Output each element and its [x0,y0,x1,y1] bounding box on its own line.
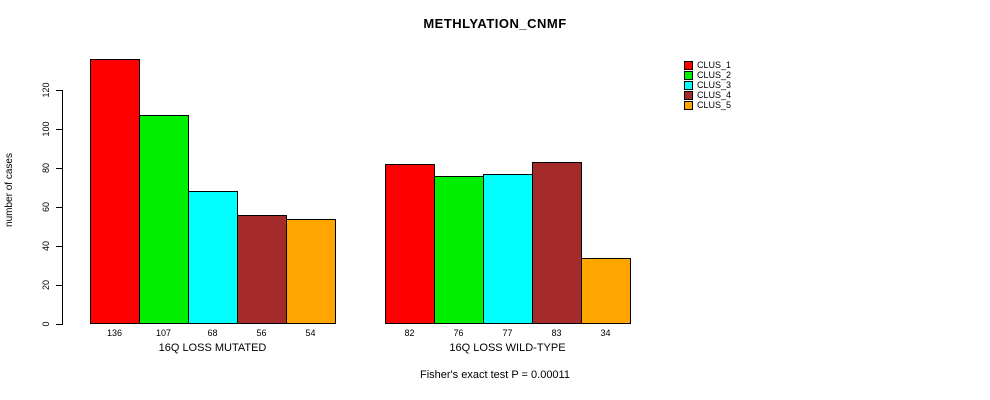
legend-item: CLUS_4 [684,90,731,100]
y-axis-tick-label: 0 [41,321,51,327]
chart-title: METHLYATION_CNMF [423,16,567,31]
bar-clus_3 [188,191,238,324]
y-axis-tick [56,129,63,130]
y-axis-tick [56,207,63,208]
bar-value-label: 68 [207,328,218,338]
legend-item-label: CLUS_1 [697,60,732,70]
y-axis-tick-label: 20 [41,280,51,291]
legend-swatch-icon [684,60,693,70]
legend-item: CLUS_2 [684,70,731,80]
y-axis-tick [56,285,63,286]
legend-swatch-icon [684,90,693,100]
bar-clus_1 [385,164,435,324]
bar-value-label: 83 [551,328,562,338]
bar-value-label: 82 [404,328,415,338]
bar-value-label: 34 [600,328,611,338]
legend: CLUS_1 CLUS_2 CLUS_3 CLUS_4 CLUS_5 [684,60,731,110]
legend-swatch-icon [684,70,693,80]
legend-swatch-icon [684,100,693,110]
bar-clus_2 [434,176,484,324]
bar-value-label: 54 [305,328,316,338]
bar-clus_3 [483,174,533,324]
y-axis-tick-label: 100 [41,121,51,137]
bar-value-label: 136 [106,328,123,338]
legend-item-label: CLUS_5 [697,100,732,110]
y-axis-tick [56,168,63,169]
group-label: 16Q LOSS MUTATED [158,342,267,354]
bar-clus_2 [139,115,189,324]
bar-clus_5 [581,258,631,324]
bar-clus_4 [237,215,287,324]
y-axis-tick-label: 40 [41,241,51,252]
legend-item-label: CLUS_2 [697,70,732,80]
bar-clus_1 [90,59,140,324]
group-label: 16Q LOSS WILD-TYPE [449,342,566,354]
bar-clus_4 [532,162,582,324]
y-axis-tick [56,246,63,247]
annotation-text: Fisher's exact test P = 0.00011 [420,369,570,381]
legend-swatch-icon [684,80,693,90]
bar-value-label: 56 [256,328,267,338]
bar-value-label: 77 [502,328,513,338]
y-axis-tick [56,90,63,91]
y-axis-tick-label: 80 [41,163,51,174]
bar-value-label: 107 [155,328,172,338]
legend-item-label: CLUS_4 [697,90,732,100]
legend-item: CLUS_5 [684,100,731,110]
legend-item: CLUS_3 [684,80,731,90]
bar-value-label: 76 [453,328,464,338]
legend-item-label: CLUS_3 [697,80,732,90]
y-axis-tick-label: 120 [41,82,51,98]
y-axis-tick-label: 60 [41,202,51,213]
y-axis-label: number of cases [4,153,15,227]
y-axis-tick [56,324,63,325]
bar-clus_5 [286,219,336,324]
legend-item: CLUS_1 [684,60,731,70]
